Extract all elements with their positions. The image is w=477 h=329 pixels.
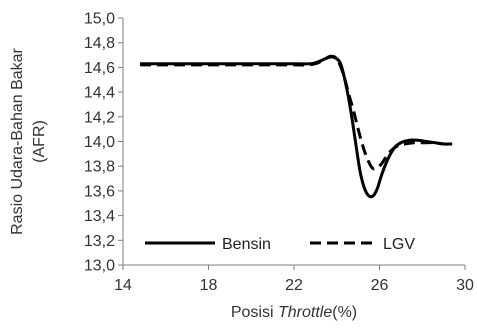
x-axis-title-suffix: (%) bbox=[332, 304, 357, 321]
legend-label-bensin: Bensin bbox=[222, 236, 271, 253]
legend-label-lgv: LGV bbox=[383, 236, 415, 253]
x-axis-title-prefix: Posisi bbox=[231, 304, 278, 321]
series-line-lgv bbox=[140, 54, 453, 171]
y-tick-label: 14,0 bbox=[84, 134, 115, 151]
x-axis-title: Posisi Throttle(%) bbox=[231, 304, 357, 321]
y-axis-title-line-1: Rasio Udara-Bahan Bakar bbox=[9, 47, 26, 234]
y-tick-label: 13,4 bbox=[84, 208, 115, 225]
x-tick-label: 14 bbox=[114, 277, 132, 294]
y-tick-label: 15,0 bbox=[84, 11, 115, 28]
series-group bbox=[140, 54, 453, 199]
x-axis-ticks: 14 18 22 26 30 bbox=[114, 265, 474, 294]
y-tick-label: 14,2 bbox=[84, 109, 115, 126]
y-tick-label: 14,6 bbox=[84, 60, 115, 77]
y-tick-label: 14,8 bbox=[84, 35, 115, 52]
series-line-bensin bbox=[140, 55, 453, 199]
y-tick-label: 13,2 bbox=[84, 233, 115, 250]
y-tick-label: 13,8 bbox=[84, 159, 115, 176]
y-tick-label: 14,4 bbox=[84, 85, 115, 102]
x-tick-label: 30 bbox=[456, 277, 474, 294]
x-tick-label: 22 bbox=[285, 277, 303, 294]
x-tick-label: 18 bbox=[200, 277, 218, 294]
x-tick-label: 26 bbox=[371, 277, 389, 294]
y-axis-title-line-2: (AFR) bbox=[31, 120, 48, 163]
y-axis-ticks: 13,0 13,2 13,4 13,6 13,8 14,0 14,2 14,4 14,6 14,8… bbox=[84, 11, 123, 275]
legend: Bensin LGV bbox=[145, 236, 415, 253]
y-tick-label: 13,0 bbox=[84, 258, 115, 275]
y-tick-label: 13,6 bbox=[84, 183, 115, 200]
x-axis-title-italic: Throttle bbox=[278, 304, 332, 321]
